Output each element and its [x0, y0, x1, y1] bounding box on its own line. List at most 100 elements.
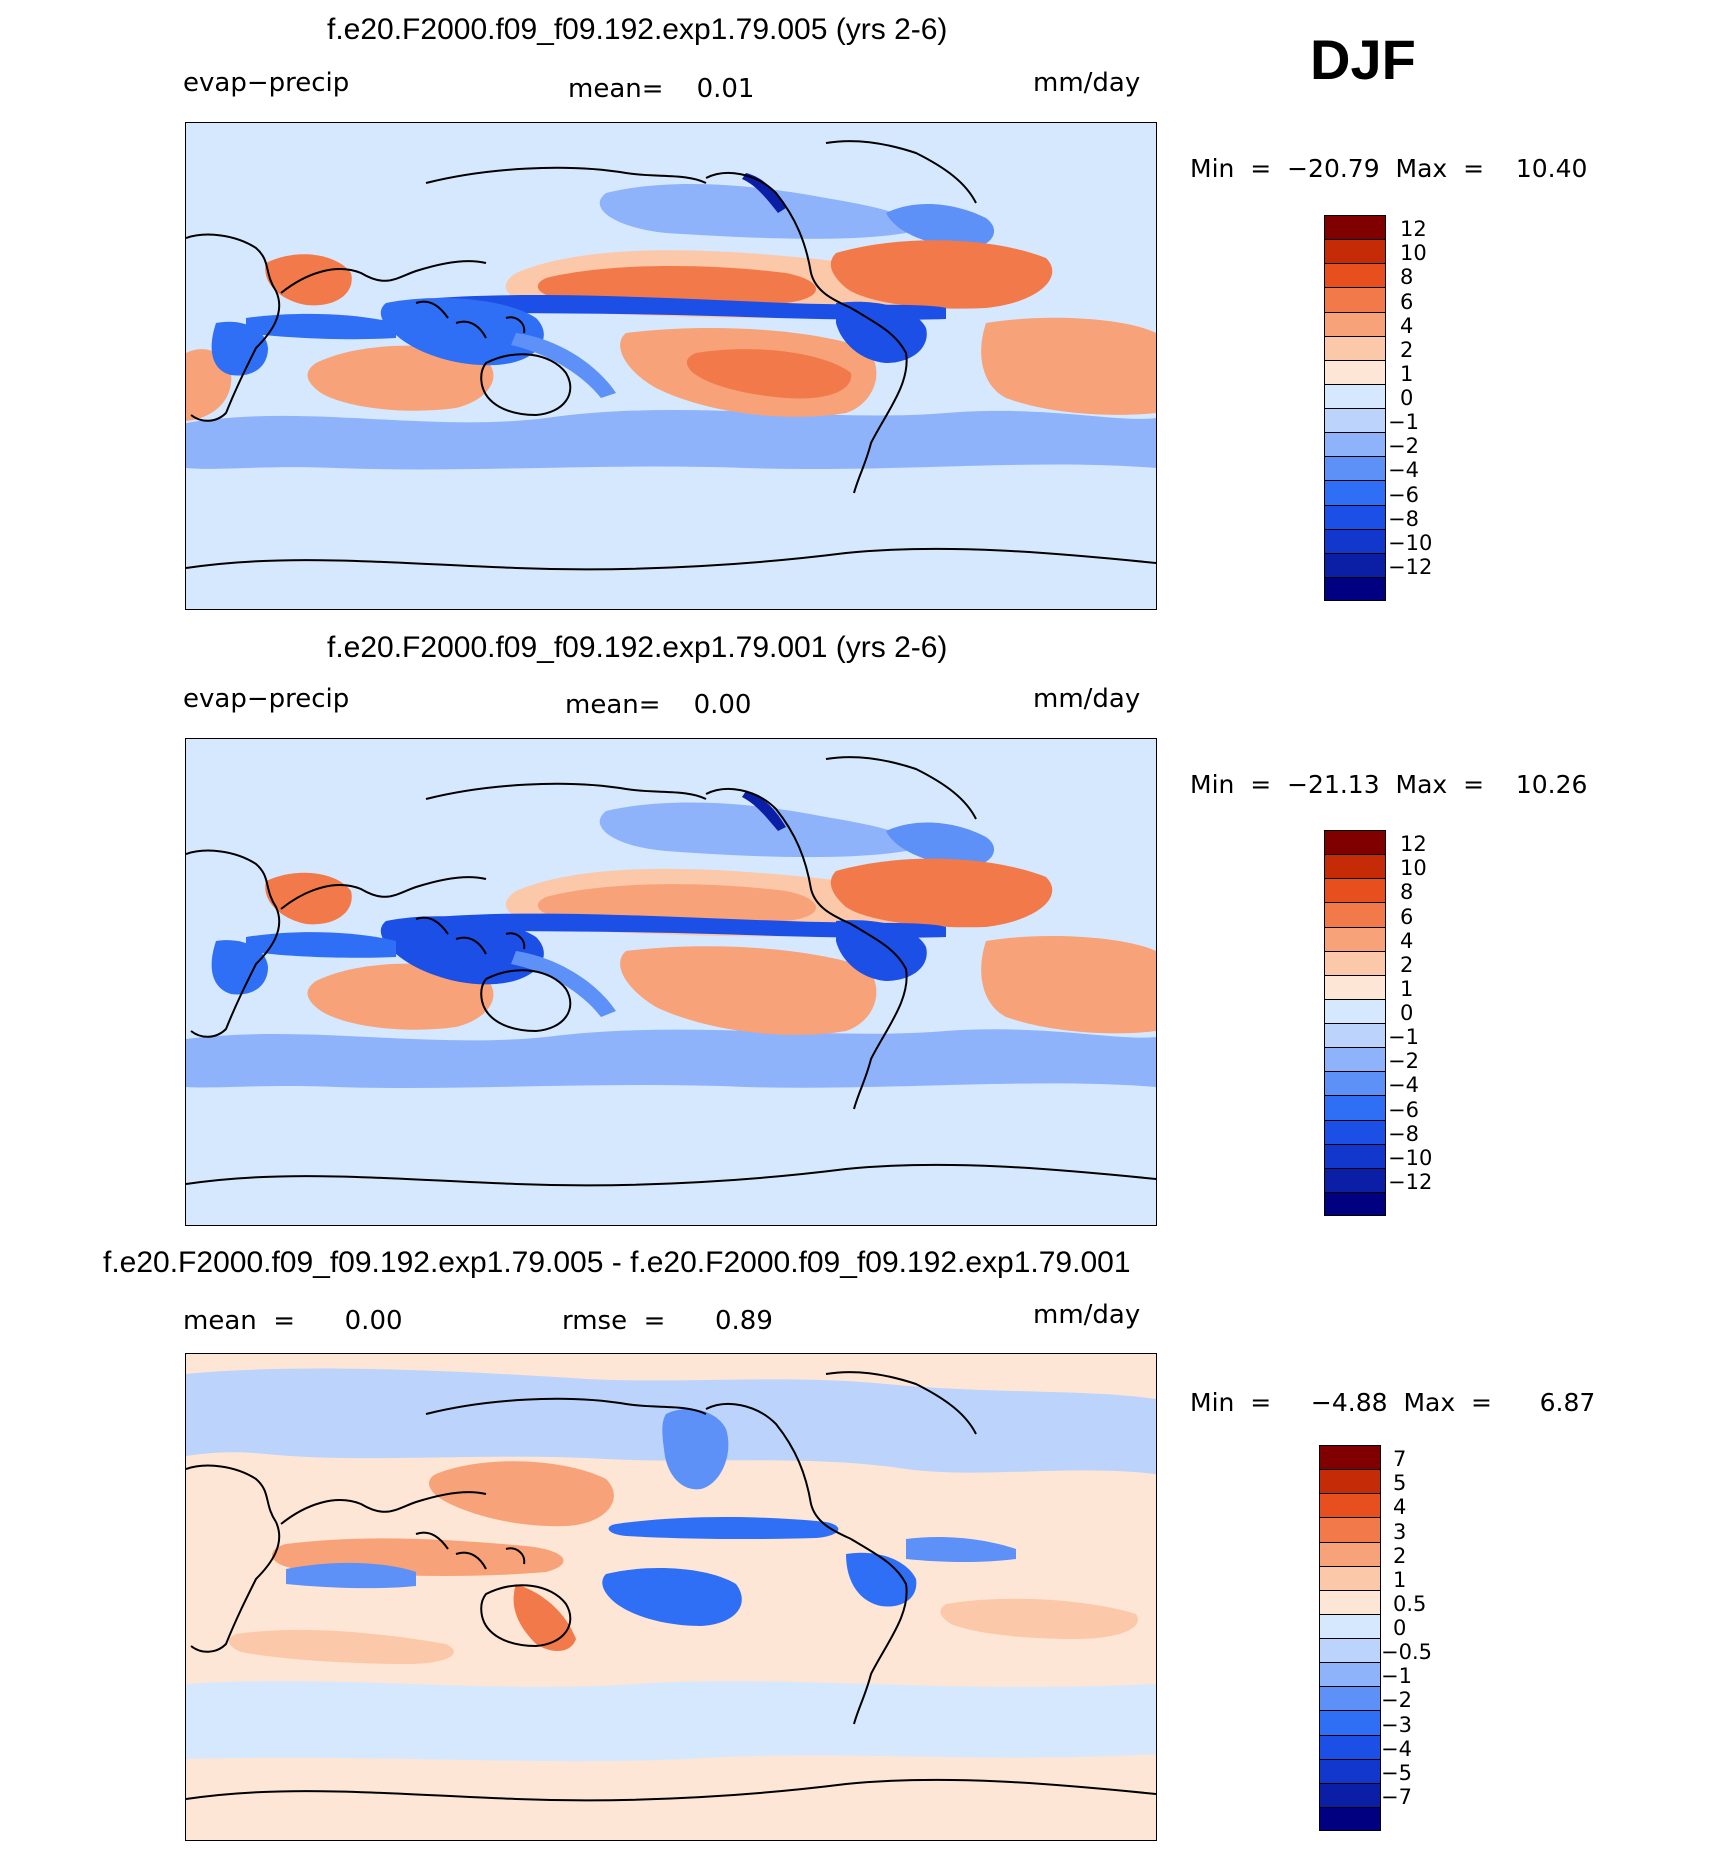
colorbar-segment	[1324, 287, 1386, 312]
panel-3-units-label: mm/day	[1033, 1300, 1141, 1330]
panel-2-colorbar-box	[1324, 830, 1386, 1216]
panel-1-north-atlantic-high	[830, 240, 1053, 309]
panel-2-north-atlantic-storm	[886, 822, 995, 868]
panel-2-nw-america-coast	[742, 791, 786, 831]
colorbar-segment	[1324, 926, 1386, 951]
colorbar-segment	[1324, 335, 1386, 360]
colorbar-level-label: 1	[1393, 1567, 1407, 1592]
colorbar-level-label: −10	[1388, 1145, 1433, 1170]
colorbar-segment	[1319, 1517, 1381, 1542]
colorbar-level-label: 7	[1393, 1447, 1407, 1472]
panel-1-north-pacific-storm	[599, 183, 912, 239]
colorbar-segment	[1319, 1710, 1381, 1735]
panel-2-south-pacific-high	[620, 946, 877, 1035]
colorbar-segment	[1324, 1167, 1386, 1192]
panel-2-north-pacific-storm	[599, 802, 912, 858]
colorbar-level-label: −2	[1388, 1049, 1419, 1074]
colorbar-level-label: 1	[1400, 976, 1414, 1001]
panel-2-southern-ocean-band	[186, 1029, 1156, 1088]
colorbar-level-label: −4	[1381, 1736, 1412, 1761]
panel-2-title: f.e20.F2000.f09_f09.192.exp1.79.001 (yrs…	[327, 631, 948, 664]
colorbar-segment	[1319, 1734, 1381, 1759]
colorbar-segment	[1324, 950, 1386, 975]
colorbar-segment	[1319, 1445, 1381, 1470]
colorbar-level-label: −2	[1388, 434, 1419, 459]
panel-2-minmax: Min = −21.13 Max = 10.26	[1190, 770, 1588, 799]
colorbar-segment	[1324, 480, 1386, 505]
panel-3-map	[185, 1353, 1157, 1841]
colorbar-segment	[1324, 263, 1386, 288]
colorbar-level-label: −4	[1388, 458, 1419, 483]
colorbar-level-label: −3	[1381, 1712, 1412, 1737]
panel-3-north-pacific-blue	[608, 1517, 839, 1540]
colorbar-segment	[1324, 576, 1386, 601]
panel-1-itcz	[436, 295, 946, 320]
panel-2-south-atlantic-high	[981, 936, 1156, 1034]
colorbar-level-label: 0	[1400, 386, 1414, 410]
panel-1-mean-label: mean= 0.01	[568, 74, 755, 104]
panel-3-north-pacific-red	[429, 1461, 614, 1527]
colorbar-segment	[1324, 456, 1386, 481]
colorbar-level-label: 6	[1400, 289, 1414, 314]
panel-1-north-pacific-core	[537, 266, 816, 306]
colorbar-segment	[1324, 1143, 1386, 1168]
panel-1-north-atlantic-storm	[886, 203, 995, 249]
colorbar-level-label: 10	[1400, 856, 1427, 881]
colorbar-level-label: 2	[1393, 1543, 1407, 1568]
colorbar-segment	[1319, 1589, 1381, 1614]
colorbar-level-label: −1	[1388, 1025, 1419, 1050]
panel-1-south-pacific-core	[686, 349, 852, 399]
panel-2-units-label: mm/day	[1033, 684, 1141, 714]
panel-2-north-pacific-core	[537, 884, 816, 925]
panel-1-arabian-sea	[265, 254, 352, 306]
colorbar-level-label: −6	[1388, 482, 1419, 507]
colorbar-segment	[1319, 1782, 1381, 1807]
colorbar-level-label: 4	[1400, 313, 1414, 338]
colorbar-level-label: −0.5	[1381, 1640, 1432, 1665]
colorbar-level-label: 10	[1400, 241, 1427, 266]
panel-1-nw-america-coast	[742, 173, 786, 213]
panel-3-south-blue-band	[186, 1681, 1156, 1762]
panel-1-warm-pool	[380, 298, 544, 366]
panel-2-map	[185, 738, 1157, 1226]
panel-2-map-svg	[186, 739, 1156, 1225]
panel-2-south-indian-high	[307, 963, 494, 1030]
panel-2-spcz	[511, 951, 616, 1017]
colorbar-level-label: −8	[1388, 506, 1419, 531]
panel-3-south-america-blue	[846, 1552, 917, 1607]
colorbar-segment	[1324, 1119, 1386, 1144]
colorbar-level-label: 8	[1400, 880, 1414, 905]
panel-3-south-red-bands	[229, 1629, 454, 1664]
panel-1-colorbar	[1324, 215, 1386, 601]
colorbar-level-label: 8	[1400, 265, 1414, 290]
colorbar-segment	[1324, 359, 1386, 384]
colorbar-segment	[1324, 215, 1386, 240]
panel-3-colorbar	[1319, 1445, 1381, 1831]
panel-3-south-pacific-blue	[602, 1568, 742, 1626]
colorbar-level-label: 3	[1393, 1519, 1407, 1544]
colorbar-segment	[1324, 408, 1386, 433]
panel-2-variable-label: evap−precip	[183, 684, 350, 714]
colorbar-level-label: −1	[1381, 1664, 1412, 1689]
panel-1-south-indian-high	[307, 345, 494, 411]
colorbar-level-label: 2	[1400, 337, 1414, 362]
panel-1-indian-ocean-itcz	[246, 313, 396, 340]
panel-1-map	[185, 122, 1157, 610]
colorbar-level-label: −1	[1388, 410, 1419, 435]
colorbar-segment	[1324, 552, 1386, 577]
colorbar-level-label: −4	[1388, 1073, 1419, 1098]
panel-2-coastlines	[186, 756, 1156, 1187]
colorbar-segment	[1319, 1493, 1381, 1518]
panel-1-southern-ocean-band	[186, 409, 1156, 470]
panel-3-colorbar-box	[1319, 1445, 1381, 1831]
colorbar-segment	[1319, 1541, 1381, 1566]
colorbar-level-label: 5	[1393, 1471, 1407, 1496]
panel-3-central-pacific-blue	[662, 1409, 729, 1490]
colorbar-level-label: 2	[1400, 952, 1414, 977]
colorbar-level-label: 12	[1400, 217, 1427, 242]
colorbar-level-label: −12	[1388, 1169, 1433, 1194]
panel-1-title: f.e20.F2000.f09_f09.192.exp1.79.005 (yrs…	[327, 13, 948, 46]
panel-3-minmax: Min = −4.88 Max = 6.87	[1190, 1388, 1596, 1417]
colorbar-level-label: −10	[1388, 530, 1433, 555]
colorbar-segment	[1319, 1565, 1381, 1590]
